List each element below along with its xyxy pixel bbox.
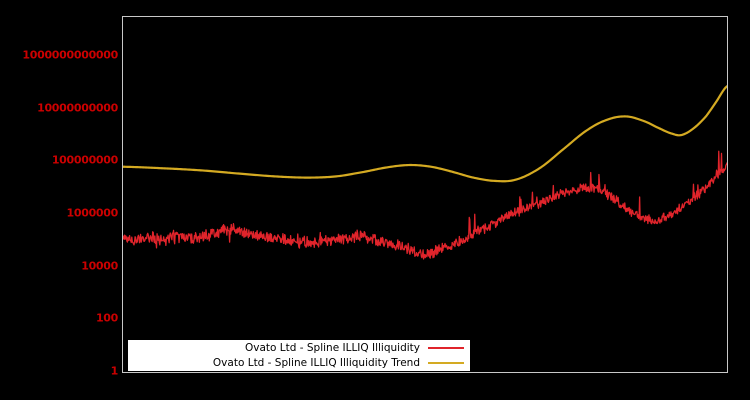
legend-label-trend: Ovato Ltd - Spline ILLIQ Illiquidity Tre… [212, 357, 420, 369]
y-tick-label: 1000000 [66, 206, 119, 220]
y-axis-tick-labels: 1000000000000 10000000000 100000000 1000000… [0, 0, 118, 400]
y-tick-label: 100 [95, 311, 118, 325]
y-tick-label: 1000000000000 [22, 48, 118, 62]
chart-legend: Ovato Ltd - Spline ILLIQ Illiquidity Ova… [128, 340, 470, 371]
trend-line-path [123, 85, 727, 183]
y-tick-label: 10000 [81, 259, 118, 273]
legend-swatch-trend [428, 362, 464, 364]
y-tick-label: 100000000 [51, 153, 118, 167]
legend-row: Ovato Ltd - Spline ILLIQ Illiquidity Tre… [128, 356, 470, 371]
y-tick-label: 1 [110, 364, 119, 378]
plot-area [122, 16, 728, 373]
illiquidity-line-path [123, 150, 727, 260]
plot-canvas [123, 85, 727, 260]
legend-swatch-illiquidity [428, 347, 464, 349]
legend-label-illiquidity: Ovato Ltd - Spline ILLIQ Illiquidity [245, 342, 420, 354]
legend-row: Ovato Ltd - Spline ILLIQ Illiquidity [128, 341, 470, 356]
y-tick-label: 10000000000 [37, 101, 118, 115]
